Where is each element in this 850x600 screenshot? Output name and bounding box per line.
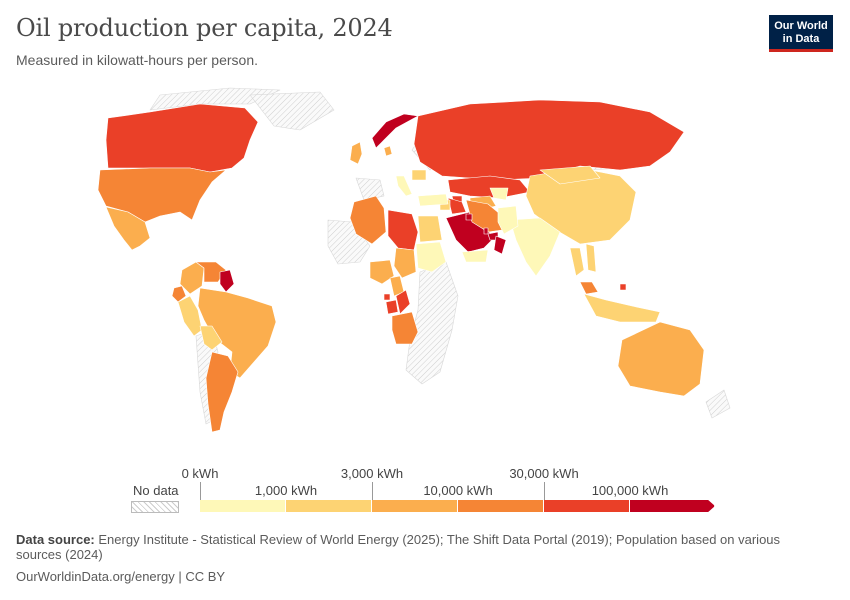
legend-bin-5[interactable] (630, 500, 715, 512)
legend-no-data-label: No data (133, 483, 179, 498)
country-angola[interactable]: Angola (391, 311, 419, 345)
country-iraq[interactable]: Iraq (447, 197, 467, 215)
footer-url[interactable]: OurWorldinData.org/energy | CC BY (16, 569, 226, 584)
country-guyana[interactable]: Guyana (219, 269, 235, 293)
legend-lower-label: 1,000 kWh (254, 483, 318, 498)
country-brunei[interactable]: Brunei (619, 283, 627, 291)
country-sudan[interactable]: Sudan (415, 241, 447, 273)
country-mexico[interactable]: Mexico (105, 206, 151, 251)
country-turkey[interactable]: Turkey (417, 193, 449, 207)
country-gabon[interactable]: Gabon (385, 299, 399, 315)
no-data-region[interactable] (249, 91, 335, 131)
country-australia[interactable]: Australia (617, 321, 705, 397)
legend-bin-0[interactable] (200, 500, 286, 512)
country-ecuador[interactable]: Ecuador (171, 285, 187, 303)
country-oman[interactable]: Oman (493, 235, 507, 255)
color-legend: No data 0 kWh 3,000 kWh 30,000 kWh 1,000 kW… (0, 462, 850, 522)
legend-tick (372, 482, 373, 500)
legend-upper-label: 3,000 kWh (340, 466, 404, 481)
world-map[interactable]: CanadaUnited StatesMexicoColombiaVenezue… (0, 82, 850, 457)
country-bolivia[interactable]: Bolivia (199, 325, 223, 351)
country-algeria[interactable]: Algeria (349, 195, 387, 245)
no-data-region[interactable] (149, 87, 281, 111)
country-argentina[interactable]: Argentina (205, 351, 239, 433)
legend-upper-label: 0 kWh (181, 466, 219, 481)
legend-lower-label: 100,000 kWh (591, 483, 669, 498)
country-denmark[interactable]: Denmark (383, 145, 393, 157)
country-yemen[interactable]: Yemen (461, 249, 489, 263)
country-kuwait[interactable]: Kuwait (465, 213, 473, 221)
country-norway[interactable]: Norway (371, 113, 419, 149)
no-data-region[interactable] (705, 389, 731, 419)
source-label: Data source: (16, 532, 95, 547)
country-venezuela[interactable]: Venezuela (195, 261, 227, 283)
country-libya[interactable]: Libya (387, 209, 419, 251)
country-malaysia[interactable]: Malaysia (579, 281, 599, 295)
logo-line-2: in Data (782, 33, 820, 45)
legend-bin-3[interactable] (458, 500, 544, 512)
country-united-kingdom[interactable]: United Kingdom (349, 141, 363, 165)
legend-lower-label: 10,000 kWh (423, 483, 493, 498)
source-text: Energy Institute - Statistical Review of… (16, 532, 781, 562)
legend-bin-4[interactable] (544, 500, 630, 512)
country-uzbekistan[interactable]: Uzbekistan (489, 187, 509, 201)
legend-upper-label: 30,000 kWh (509, 466, 579, 481)
footer-source: Data source: Energy Institute - Statisti… (16, 532, 826, 562)
country-indonesia[interactable]: Indonesia (583, 293, 661, 323)
country-united-states[interactable]: United States (97, 167, 227, 223)
legend-tick (200, 482, 201, 500)
country-equatorial-guinea[interactable]: Equatorial Guinea (383, 293, 391, 301)
country-qatar[interactable]: Qatar (483, 227, 489, 235)
country-thailand[interactable]: Thailand (569, 247, 585, 277)
chart-title: Oil production per capita, 2024 (16, 14, 393, 42)
chart-subtitle: Measured in kilowatt-hours per person. (16, 52, 259, 68)
country-chad[interactable]: Chad (393, 247, 417, 279)
country-russia[interactable]: Russia (413, 99, 685, 181)
country-canada[interactable]: Canada (105, 103, 259, 173)
country-nigeria[interactable]: Nigeria (369, 259, 395, 285)
country-china[interactable]: China (525, 167, 637, 245)
country-kazakhstan[interactable]: Kazakhstan (447, 175, 531, 199)
legend-no-data-swatch (131, 501, 179, 513)
country-india[interactable]: India (509, 217, 561, 277)
country-pakistan[interactable]: Pakistan (497, 205, 519, 235)
country-italy[interactable]: Italy (395, 175, 413, 197)
owid-logo[interactable]: Our World in Data (769, 15, 833, 52)
logo-line-1: Our World (774, 20, 828, 32)
country-romania[interactable]: Romania (411, 169, 427, 181)
country-congo[interactable]: Congo (395, 289, 411, 315)
country-brazil[interactable]: Brazil (197, 287, 277, 379)
country-egypt[interactable]: Egypt (417, 215, 443, 243)
no-data-region[interactable] (355, 177, 385, 201)
legend-bin-2[interactable] (372, 500, 458, 512)
country-mongolia[interactable]: Mongolia (539, 165, 601, 185)
legend-bin-1[interactable] (286, 500, 372, 512)
country-vietnam[interactable]: Vietnam (585, 243, 597, 273)
legend-tick (544, 482, 545, 500)
